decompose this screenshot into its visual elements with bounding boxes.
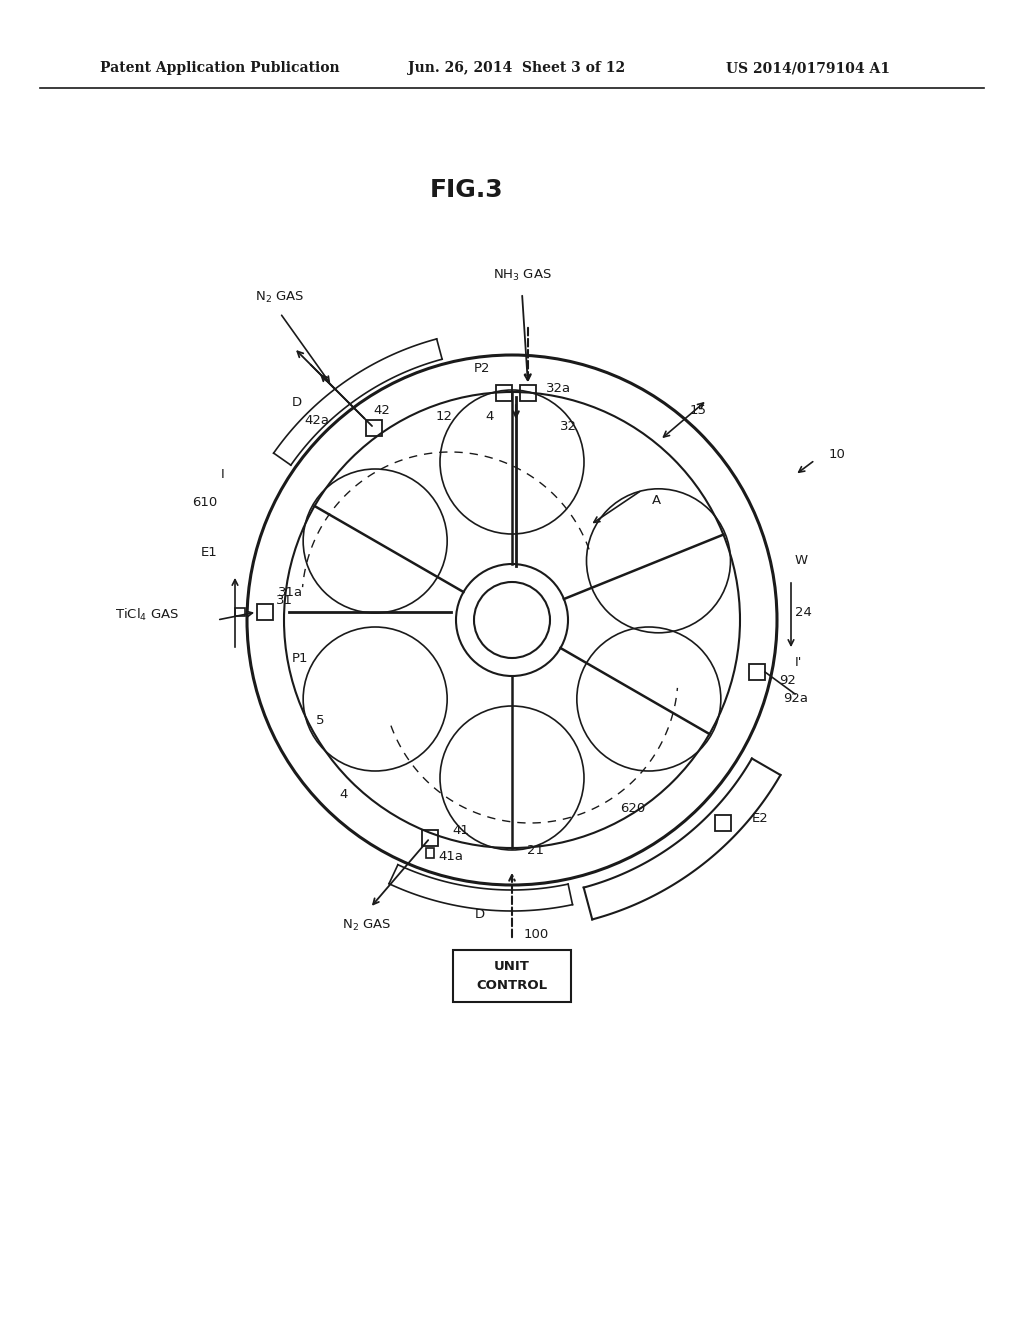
Text: 12: 12 bbox=[435, 411, 453, 424]
Bar bbox=[422, 830, 438, 846]
Text: CONTROL: CONTROL bbox=[476, 979, 548, 991]
Text: N$_2$ GAS: N$_2$ GAS bbox=[342, 917, 392, 932]
Text: 4: 4 bbox=[340, 788, 348, 801]
Bar bbox=[715, 816, 731, 832]
Text: TiCl$_4$ GAS: TiCl$_4$ GAS bbox=[115, 607, 179, 623]
Text: Jun. 26, 2014  Sheet 3 of 12: Jun. 26, 2014 Sheet 3 of 12 bbox=[408, 61, 625, 75]
Text: 42a: 42a bbox=[304, 413, 330, 426]
Text: 5: 5 bbox=[315, 714, 325, 726]
Text: P1: P1 bbox=[292, 652, 308, 664]
Bar bbox=[520, 385, 536, 401]
Text: 42: 42 bbox=[374, 404, 390, 417]
Text: 100: 100 bbox=[524, 928, 549, 941]
Text: Patent Application Publication: Patent Application Publication bbox=[100, 61, 340, 75]
Text: 41: 41 bbox=[452, 824, 469, 837]
Text: W: W bbox=[795, 553, 808, 566]
Text: D: D bbox=[475, 908, 485, 921]
Text: 610: 610 bbox=[191, 495, 217, 508]
Text: N$_2$ GAS: N$_2$ GAS bbox=[255, 289, 305, 305]
Text: 31: 31 bbox=[275, 594, 293, 606]
Text: 92a: 92a bbox=[783, 692, 808, 705]
Text: 620: 620 bbox=[620, 801, 645, 814]
Bar bbox=[257, 605, 273, 620]
Text: E2: E2 bbox=[752, 812, 769, 825]
Text: 92: 92 bbox=[779, 673, 796, 686]
Text: 15: 15 bbox=[690, 404, 707, 417]
Text: D: D bbox=[292, 396, 302, 408]
Text: E1: E1 bbox=[201, 545, 217, 558]
Text: A: A bbox=[652, 494, 662, 507]
Text: 10: 10 bbox=[829, 449, 846, 462]
Text: 4: 4 bbox=[485, 411, 495, 424]
Text: 41a: 41a bbox=[438, 850, 463, 862]
Text: 21: 21 bbox=[527, 843, 544, 857]
Text: NH$_3$ GAS: NH$_3$ GAS bbox=[493, 268, 552, 282]
Text: US 2014/0179104 A1: US 2014/0179104 A1 bbox=[726, 61, 890, 75]
Bar bbox=[749, 664, 765, 680]
Text: 31a: 31a bbox=[278, 586, 303, 598]
Text: UNIT: UNIT bbox=[494, 960, 530, 973]
Text: 24: 24 bbox=[795, 606, 812, 619]
Text: I: I bbox=[221, 469, 225, 482]
Text: 32: 32 bbox=[560, 421, 577, 433]
Text: I': I' bbox=[795, 656, 803, 668]
Bar bbox=[234, 609, 245, 616]
Bar bbox=[453, 950, 571, 1002]
Text: P2: P2 bbox=[473, 363, 490, 375]
Text: 32a: 32a bbox=[546, 383, 571, 396]
Bar bbox=[426, 847, 434, 858]
Bar bbox=[366, 420, 382, 436]
Text: FIG.3: FIG.3 bbox=[430, 178, 504, 202]
Bar bbox=[496, 385, 512, 401]
